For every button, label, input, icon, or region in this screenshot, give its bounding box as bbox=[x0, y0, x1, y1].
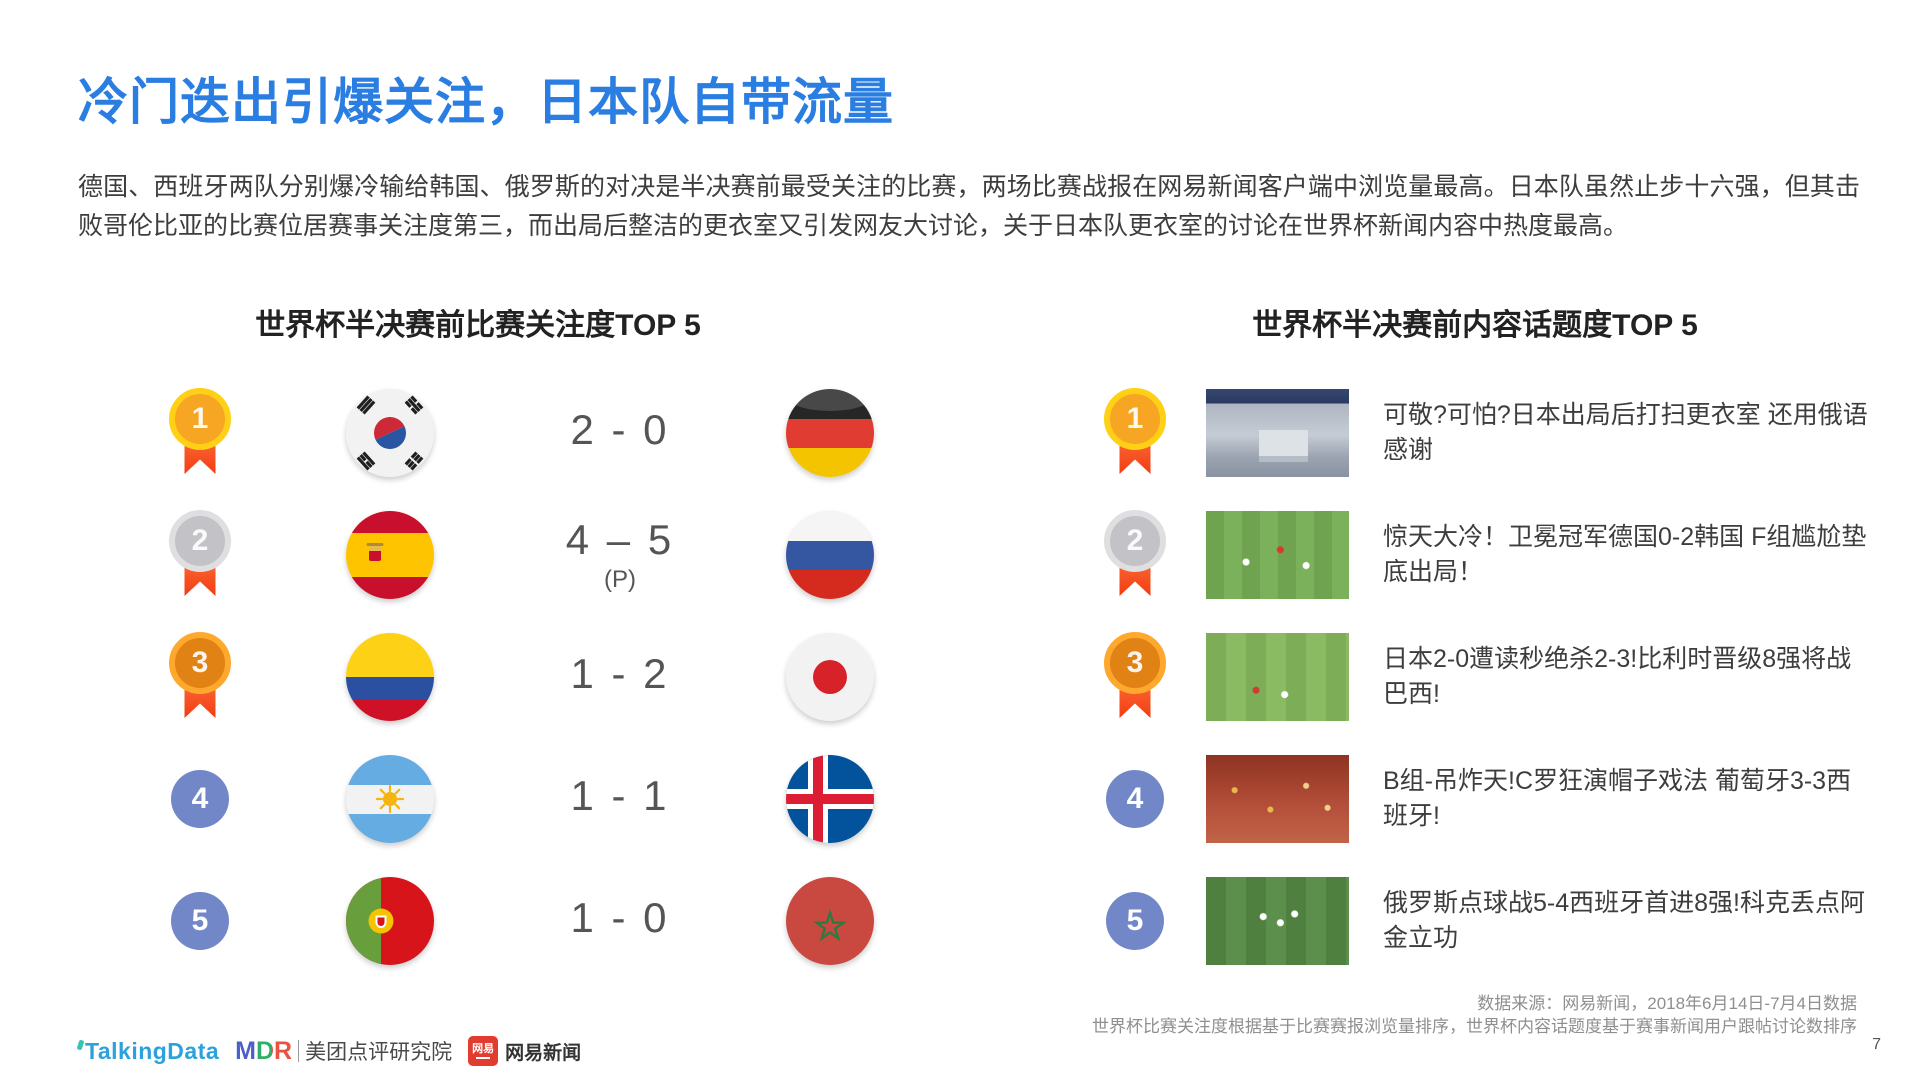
match-row-1: 1 2 - 0 bbox=[130, 372, 930, 494]
mdr-letters: MDR bbox=[235, 1036, 293, 1065]
match-score: 4 – 5 bbox=[565, 516, 675, 563]
rank-number: 3 bbox=[191, 646, 209, 679]
rank-1-medal: 1 bbox=[169, 388, 231, 478]
japan-belgium-match-photo bbox=[1206, 633, 1349, 721]
flag-south-korea-icon bbox=[346, 389, 434, 477]
germany-korea-match-photo bbox=[1206, 511, 1349, 599]
page-title: 冷门迭出引爆关注，日本队自带流量 bbox=[78, 74, 894, 130]
match-score: 1 - 0 bbox=[570, 894, 670, 941]
data-source-note: 数据来源：网易新闻，2018年6月14日-7月4日数据 世界杯比赛关注度根据基于… bbox=[1092, 992, 1857, 1038]
footer-logos: TalkingData MDR 美团点评研究院 网易 网易新闻 bbox=[76, 1036, 581, 1066]
intro-paragraph: 德国、西班牙两队分别爆冷输给韩国、俄罗斯的对决是半决赛前最受关注的比赛，两场比赛… bbox=[78, 173, 1860, 240]
flag-japan-icon bbox=[786, 633, 874, 721]
topic-row-1: 1 可敬?可怕?日本出局后打扫更衣室 还用俄语感谢 bbox=[1080, 372, 1880, 494]
talkingdata-logo: TalkingData bbox=[76, 1037, 220, 1065]
rank-3-medal: 3 bbox=[1104, 632, 1166, 722]
talkingdata-label: TalkingData bbox=[85, 1037, 220, 1064]
source-line-2: 世界杯比赛关注度根据基于比赛赛报浏览量排序，世界杯内容话题度基于赛事新闻用户跟帖… bbox=[1092, 1017, 1857, 1036]
russia-spain-match-photo bbox=[1206, 877, 1349, 965]
flag-iceland-icon bbox=[786, 755, 874, 843]
flag-russia-icon bbox=[786, 511, 874, 599]
rank-number: 4 bbox=[1126, 782, 1144, 815]
news-headline: 俄罗斯点球战5-4西班牙首进8强!科克丢点阿金立功 bbox=[1383, 889, 1865, 952]
logo-divider bbox=[298, 1040, 300, 1062]
rank-number: 3 bbox=[1126, 646, 1144, 679]
japan-locker-room-photo bbox=[1206, 389, 1349, 477]
flag-colombia-icon bbox=[346, 633, 434, 721]
rank-number: 1 bbox=[191, 402, 209, 435]
news-headline: 日本2-0遭读秒绝杀2-3!比利时晋级8强将战巴西! bbox=[1383, 645, 1852, 708]
rank-number: 5 bbox=[1126, 904, 1144, 937]
rank-number: 5 bbox=[191, 904, 209, 937]
rank-4-badge: 4 bbox=[1106, 770, 1164, 828]
netease-icon-text: 网易 bbox=[472, 1043, 495, 1055]
netease-news-logo: 网易 网易新闻 bbox=[468, 1036, 581, 1066]
rank-2-medal: 2 bbox=[169, 510, 231, 600]
rank-3-medal: 3 bbox=[169, 632, 231, 722]
page-number: 7 bbox=[1872, 1036, 1881, 1053]
mdr-name: 美团点评研究院 bbox=[305, 1041, 453, 1064]
talkingdata-tick-icon bbox=[76, 1038, 85, 1051]
news-headline: 可敬?可怕?日本出局后打扫更衣室 还用俄语感谢 bbox=[1383, 401, 1868, 464]
match-row-5: 5 1 - 0 bbox=[130, 860, 930, 982]
flag-portugal-icon bbox=[346, 877, 434, 965]
flag-spain-icon bbox=[346, 511, 434, 599]
match-score: 2 - 0 bbox=[570, 406, 670, 453]
rank-2-medal: 2 bbox=[1104, 510, 1166, 600]
flag-morocco-icon bbox=[786, 877, 874, 965]
topic-row-3: 3 日本2-0遭读秒绝杀2-3!比利时晋级8强将战巴西! bbox=[1080, 616, 1880, 738]
score-note: (P) bbox=[603, 566, 636, 593]
source-line-1: 数据来源：网易新闻，2018年6月14日-7月4日数据 bbox=[1477, 994, 1857, 1013]
rank-5-badge: 5 bbox=[171, 892, 229, 950]
flag-argentina-icon bbox=[346, 755, 434, 843]
topic-row-2: 2 惊天大冷！卫冕冠军德国0-2韩国 F组尴尬垫底出局！ bbox=[1080, 494, 1880, 616]
match-row-4: 4 1 - 1 bbox=[130, 738, 930, 860]
match-row-3: 3 1 - 2 bbox=[130, 616, 930, 738]
rank-number: 1 bbox=[1126, 402, 1144, 435]
rank-4-badge: 4 bbox=[171, 770, 229, 828]
news-headline: B组-吊炸天!C罗狂演帽子戏法 葡萄牙3-3西班牙! bbox=[1383, 767, 1852, 830]
topic-row-4: 4 B组-吊炸天!C罗狂演帽子戏法 葡萄牙3-3西班牙! bbox=[1080, 738, 1880, 860]
content-topic-panel: 1 可敬?可怕?日本出局后打扫更衣室 还用俄语感谢 2 惊天大冷！卫冕冠军德国0… bbox=[1080, 372, 1880, 982]
match-score: 1 - 2 bbox=[570, 650, 670, 697]
meituan-dianping-logo: MDR 美团点评研究院 bbox=[235, 1036, 452, 1066]
match-score: 1 - 1 bbox=[570, 772, 670, 819]
rank-number: 2 bbox=[191, 524, 209, 557]
flag-germany-icon bbox=[786, 389, 874, 477]
portugal-spain-fans-photo bbox=[1206, 755, 1349, 843]
news-headline: 惊天大冷！卫冕冠军德国0-2韩国 F组尴尬垫底出局！ bbox=[1383, 523, 1867, 586]
match-row-2: 2 4 – 5 (P) bbox=[130, 494, 930, 616]
netease-label: 网易新闻 bbox=[505, 1042, 582, 1064]
rank-5-badge: 5 bbox=[1106, 892, 1164, 950]
match-panel-heading: 世界杯半决赛前比赛关注度TOP 5 bbox=[255, 309, 701, 342]
netease-icon: 网易 bbox=[468, 1036, 499, 1066]
rank-number: 2 bbox=[1126, 524, 1144, 557]
match-attention-panel: 1 2 - 0 2 bbox=[130, 372, 930, 982]
rank-1-medal: 1 bbox=[1104, 388, 1166, 478]
rank-number: 4 bbox=[191, 782, 209, 815]
topic-row-5: 5 俄罗斯点球战5-4西班牙首进8强!科克丢点阿金立功 bbox=[1080, 860, 1880, 982]
topic-panel-heading: 世界杯半决赛前内容话题度TOP 5 bbox=[1252, 309, 1698, 342]
